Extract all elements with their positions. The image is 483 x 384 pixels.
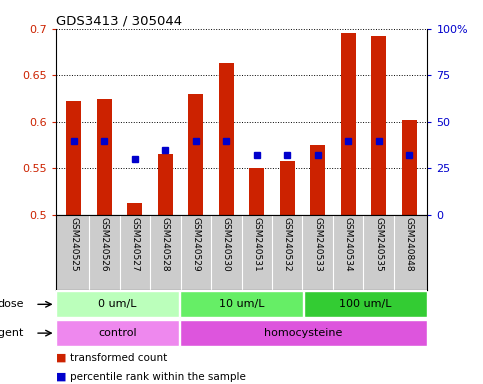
Bar [66,101,82,215]
Text: GSM240530: GSM240530 [222,217,231,272]
Bar [181,291,302,317]
Bar [401,120,417,215]
Bar [157,154,173,215]
Bar [181,320,426,346]
Bar [57,320,179,346]
Bar [310,145,326,215]
Bar [249,169,264,215]
Bar [57,291,179,317]
Bar [341,33,356,215]
Text: GSM240525: GSM240525 [70,217,78,272]
Text: GSM240526: GSM240526 [100,217,109,272]
Bar [371,36,386,215]
Text: 10 um/L: 10 um/L [219,299,264,310]
Text: GSM240534: GSM240534 [344,217,353,272]
Text: agent: agent [0,328,24,338]
Text: GDS3413 / 305044: GDS3413 / 305044 [56,15,182,28]
Text: 0 um/L: 0 um/L [98,299,137,310]
Text: control: control [98,328,137,338]
Text: GSM240529: GSM240529 [191,217,200,272]
Text: ■: ■ [56,353,66,363]
Text: GSM240532: GSM240532 [283,217,292,272]
Bar [97,99,112,215]
Text: GSM240535: GSM240535 [374,217,383,272]
Text: homocysteine: homocysteine [264,328,342,338]
Bar [219,63,234,215]
Text: GSM240531: GSM240531 [252,217,261,272]
Text: GSM240528: GSM240528 [161,217,170,272]
Bar [304,291,426,317]
Text: GSM240848: GSM240848 [405,217,413,272]
Bar [188,94,203,215]
Text: transformed count: transformed count [70,353,167,363]
Bar [127,203,142,215]
Text: GSM240533: GSM240533 [313,217,322,272]
Bar [280,161,295,215]
Text: GSM240527: GSM240527 [130,217,139,272]
Text: percentile rank within the sample: percentile rank within the sample [70,372,246,382]
Text: dose: dose [0,299,24,310]
Text: ■: ■ [56,372,66,382]
Text: 100 um/L: 100 um/L [339,299,392,310]
